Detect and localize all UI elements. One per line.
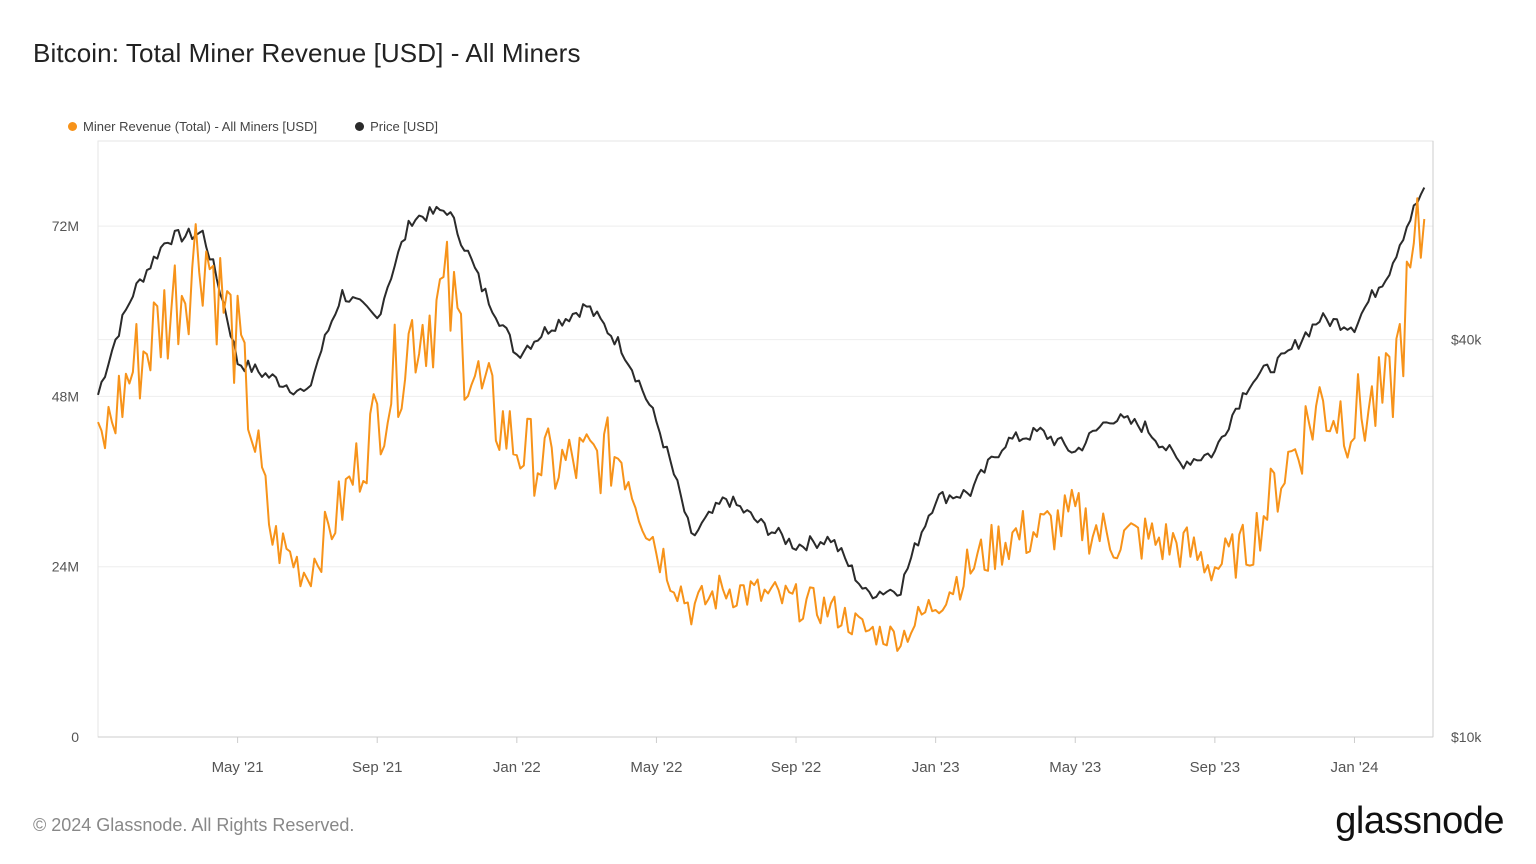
series xyxy=(97,187,1426,652)
legend: Miner Revenue (Total) - All Miners [USD]… xyxy=(68,119,438,134)
right-tick-label: $40k xyxy=(1451,332,1482,348)
legend-label-revenue: Miner Revenue (Total) - All Miners [USD] xyxy=(83,119,318,134)
copyright-footer: © 2024 Glassnode. All Rights Reserved. xyxy=(33,815,355,835)
legend-dot-revenue-icon xyxy=(68,122,77,131)
x-tick-label: May '21 xyxy=(212,759,264,776)
left-tick-label: 0 xyxy=(71,729,79,745)
legend-item-revenue[interactable]: Miner Revenue (Total) - All Miners [USD] xyxy=(68,119,317,134)
chart-title: Bitcoin: Total Miner Revenue [USD] - All… xyxy=(33,38,581,68)
x-axis-ticks: May '21 Sep '21 Jan '22 May '22 Sep '22 Jan '… xyxy=(212,737,1379,776)
revenue-line xyxy=(97,197,1426,652)
x-tick-label: May '22 xyxy=(630,759,682,776)
legend-dot-price-icon xyxy=(355,122,365,131)
right-axis-ticks: $10k $40k xyxy=(1451,332,1482,745)
left-tick-label: 48M xyxy=(52,388,79,404)
price-line xyxy=(97,187,1426,600)
x-tick-label: Jan '24 xyxy=(1331,759,1379,776)
x-tick-label: Jan '23 xyxy=(912,759,960,776)
glassnode-logo[interactable]: glassnode xyxy=(1335,800,1504,842)
left-tick-label: 72M xyxy=(52,218,79,234)
grid-lines xyxy=(98,225,1433,568)
left-tick-label: 24M xyxy=(52,559,79,575)
x-tick-label: Sep '22 xyxy=(771,759,821,776)
x-tick-label: Jan '22 xyxy=(493,759,541,776)
right-tick-label: $10k xyxy=(1451,729,1482,745)
x-tick-label: Sep '23 xyxy=(1190,759,1240,776)
plot-frame xyxy=(97,140,1434,738)
legend-label-price: Price [USD] xyxy=(370,119,438,134)
axes xyxy=(97,140,1434,738)
x-tick-label: Sep '21 xyxy=(352,759,402,776)
x-tick-label: May '23 xyxy=(1049,759,1101,776)
left-axis-ticks: 0 24M 48M 72M xyxy=(52,218,79,745)
legend-item-price[interactable]: Price [USD] xyxy=(355,119,438,134)
